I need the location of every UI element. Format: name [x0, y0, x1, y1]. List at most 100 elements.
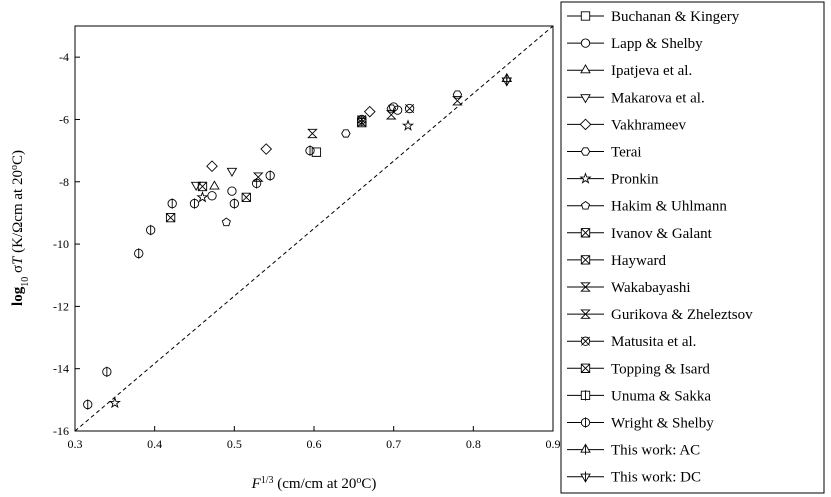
data-point [357, 115, 367, 127]
data-point [167, 198, 177, 209]
ylabel-part: o [9, 165, 20, 170]
data-point [305, 145, 315, 156]
y-tick-label: -8 [59, 175, 69, 189]
data-point [311, 147, 322, 157]
ylabel-part: T [10, 255, 26, 265]
legend-label: Buchanan & Kingery [611, 9, 740, 25]
data-point [189, 198, 200, 209]
legend-marker [580, 255, 591, 265]
data-point [197, 181, 208, 192]
y-tick-label: -16 [53, 424, 69, 438]
x-tick-label: 0.3 [68, 437, 83, 451]
legend-label: Vakhrameev [611, 117, 686, 133]
legend-label: Gurikova & Zheleztsov [611, 307, 753, 323]
data-point [83, 399, 93, 410]
xlabel-part: 1/3 [261, 475, 274, 486]
data-point [341, 129, 351, 138]
legend-marker [580, 94, 591, 104]
ylabel-part: σ [10, 265, 26, 277]
data-point [241, 192, 251, 202]
legend-marker [580, 417, 591, 428]
legend-label: Matusita et al. [611, 334, 696, 350]
legend-marker [580, 363, 591, 373]
data-point [226, 167, 238, 177]
y-axis-label: log10 σT (K/Ωcm at 20oC) [9, 150, 31, 306]
legend-label: Terai [611, 145, 642, 161]
data-point [251, 178, 262, 189]
legend-marker [580, 443, 591, 455]
legend-label: Ivanov & Galant [611, 226, 713, 242]
data-point [385, 110, 397, 120]
legend-marker [580, 309, 591, 319]
legend-frame [560, 1, 825, 494]
data-point [221, 217, 231, 227]
data-point [386, 104, 396, 113]
y-tick-label: -4 [59, 50, 69, 64]
data-point [196, 190, 209, 203]
y-tick-label: -6 [59, 112, 69, 126]
legend-label: Wakabayashi [611, 280, 691, 296]
data-point [307, 128, 318, 139]
data-point [363, 105, 376, 118]
legend-marker [580, 11, 591, 21]
x-tick-label: 0.9 [546, 437, 561, 451]
data-point [452, 96, 463, 106]
legend-marker [580, 38, 591, 48]
x-tick-label: 0.5 [227, 437, 242, 451]
legend-marker [580, 282, 591, 292]
legend-label: Topping & Isard [611, 361, 710, 377]
data-point [108, 396, 121, 409]
xlabel-part: F [251, 476, 262, 492]
ylabel-part: 10 [20, 277, 31, 287]
data-point [227, 186, 237, 196]
legend-label: Hayward [611, 253, 666, 269]
y-tick-label: -14 [53, 362, 69, 376]
data-point [146, 224, 156, 236]
legend-marker [579, 118, 592, 131]
ylabel-part: (K/Ωcm at 20 [10, 170, 26, 257]
legend-marker [580, 64, 591, 74]
data-point [501, 75, 513, 87]
data-point [102, 366, 112, 378]
y-tick-label: -10 [53, 237, 69, 251]
data-point [265, 170, 275, 181]
legend-marker [579, 172, 592, 184]
legend-label: Unuma & Sakka [611, 388, 711, 404]
legend-label: Ipatjeva et al. [611, 63, 692, 79]
data-point [404, 103, 415, 114]
legend-marker [580, 336, 591, 346]
legend-label: Makarova et al. [611, 90, 705, 106]
data-point [229, 198, 239, 209]
legend-label: This work: AC [611, 443, 700, 459]
legend-marker [580, 390, 591, 401]
data-point [206, 160, 218, 173]
xlabel-part: (cm/cm at 20 [274, 476, 357, 492]
legend-label: Lapp & Shelby [611, 36, 703, 52]
x-tick-label: 0.8 [466, 437, 481, 451]
data-point [252, 172, 264, 182]
data-point [401, 119, 415, 131]
legend-label: Hakim & Uhlmann [611, 199, 727, 215]
data-point [209, 180, 220, 190]
x-tick-label: 0.6 [307, 437, 322, 451]
data-point [392, 105, 403, 115]
legend-marker [580, 228, 591, 238]
data-point [207, 191, 217, 201]
x-tick-label: 0.4 [147, 437, 162, 451]
ylabel-part: C) [10, 150, 26, 165]
y-tick-label: -12 [53, 299, 69, 313]
data-point [260, 143, 273, 155]
data-point [134, 248, 144, 259]
legend-marker [580, 147, 591, 156]
legend-marker [580, 471, 591, 483]
legend-label: Wright & Shelby [611, 416, 714, 432]
ylabel-part: log [10, 286, 26, 306]
xlabel-part: o [356, 475, 361, 486]
x-axis-label: F1/3 (cm/cm at 20oC) [251, 475, 377, 493]
data-point [452, 90, 463, 99]
x-tick-label: 0.7 [386, 437, 401, 451]
data-point [165, 212, 176, 223]
legend-label: Pronkin [611, 172, 659, 188]
xlabel-part: C) [361, 476, 376, 492]
